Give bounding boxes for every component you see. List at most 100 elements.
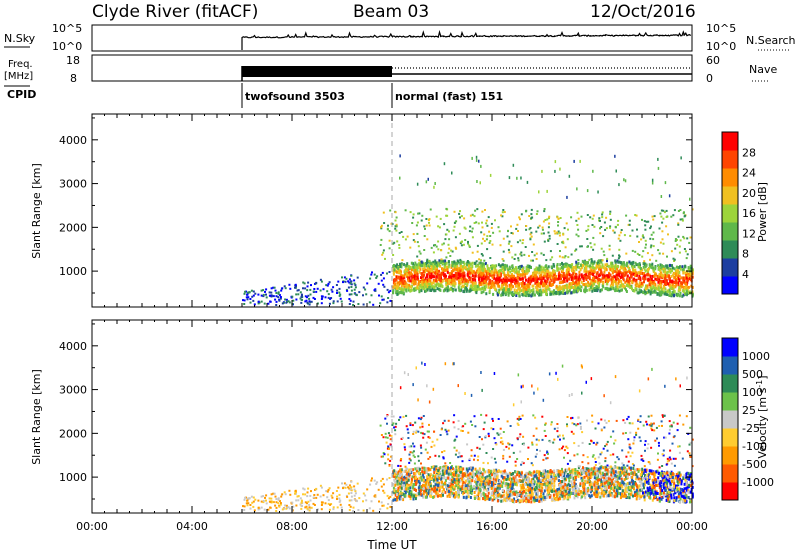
radar-cell: [327, 488, 330, 491]
radar-cell: [459, 216, 461, 219]
radar-cell: [478, 266, 481, 270]
radar-cell: [417, 280, 420, 284]
radar-cell: [638, 265, 641, 269]
radar-cell: [443, 276, 446, 280]
radar-cell: [550, 291, 553, 294]
radar-cell: [536, 210, 539, 213]
radar-cell: [530, 478, 533, 482]
radar-cell: [379, 302, 382, 305]
radar-cell: [589, 216, 592, 219]
radar-cell: [653, 281, 656, 284]
radar-cell: [568, 282, 571, 286]
radar-cell: [326, 490, 329, 493]
radar-cell: [463, 266, 466, 270]
radar-cell: [257, 508, 260, 511]
radar-cell: [622, 272, 625, 276]
radar-cell: [547, 231, 550, 234]
radar-cell: [380, 279, 383, 282]
radar-cell: [609, 226, 611, 229]
radar-cell: [483, 240, 486, 242]
radar-cell: [623, 270, 626, 274]
radar-cell: [424, 276, 427, 280]
radar-cell: [482, 480, 485, 484]
radar-cell: [563, 256, 566, 259]
radar-cell: [525, 225, 528, 227]
radar-cell: [652, 266, 654, 270]
radar-cell: [353, 279, 356, 282]
radar-cell: [426, 269, 429, 272]
radar-cell: [382, 483, 385, 486]
radar-cell: [668, 283, 671, 287]
radar-cell: [315, 496, 318, 499]
radar-cell: [675, 265, 678, 269]
radar-cell: [547, 226, 550, 229]
radar-cell: [480, 278, 483, 282]
radar-cell: [246, 504, 249, 507]
radar-cell: [512, 269, 515, 273]
radar-cell: [665, 216, 668, 218]
radar-cell: [691, 293, 694, 297]
radar-cell: [433, 289, 436, 293]
radar-cell: [492, 489, 495, 493]
radar-cell: [383, 222, 386, 224]
radar-cell: [529, 227, 532, 229]
radar-cell: [587, 261, 590, 265]
radar-cell: [509, 279, 512, 283]
radar-cell: [506, 288, 509, 292]
radar-cell: [425, 264, 428, 268]
radar-cell: [394, 225, 397, 228]
radar-cell: [393, 268, 396, 272]
radar-cell: [563, 265, 566, 268]
radar-cell: [500, 272, 503, 276]
radar-cell: [502, 259, 505, 262]
radar-cell: [420, 276, 422, 280]
radar-cell: [582, 282, 585, 286]
radar-cell: [349, 488, 352, 491]
radar-cell: [445, 471, 448, 475]
radar-cell: [319, 289, 322, 292]
radar-cell: [590, 269, 593, 272]
radar-cell: [514, 291, 517, 294]
radar-cell: [599, 495, 602, 499]
radar-cell: [381, 253, 384, 256]
radar-cell: [658, 267, 661, 271]
radar-cell: [665, 264, 668, 268]
radar-cell: [482, 262, 485, 266]
radar-cell: [279, 503, 282, 506]
radar-cell: [506, 271, 509, 275]
radar-cell: [383, 285, 386, 288]
radar-cell: [397, 275, 400, 279]
radar-cell: [631, 265, 634, 269]
radar-cell: [371, 271, 373, 274]
radar-cell: [313, 288, 316, 290]
radar-cell: [580, 264, 582, 267]
radar-cell: [649, 237, 652, 240]
radar-cell: [310, 506, 313, 509]
radar-cell: [246, 291, 249, 294]
radar-cell: [627, 223, 630, 226]
radar-cell: [350, 286, 353, 288]
radar-cell: [617, 257, 620, 260]
radar-cell: [387, 224, 389, 227]
radar-cell: [488, 273, 491, 276]
radar-cell: [622, 278, 625, 282]
radar-cell: [289, 493, 292, 496]
radar-cell: [682, 267, 685, 271]
radar-cell: [498, 288, 501, 292]
radar-cell: [471, 156, 473, 160]
radar-cell: [464, 278, 467, 282]
radar-cell: [265, 494, 268, 497]
radar-cell: [370, 500, 373, 503]
radar-cell: [522, 280, 524, 284]
radar-cell: [665, 209, 668, 212]
radar-cell: [691, 285, 694, 289]
radar-cell: [422, 473, 425, 477]
radar-cell: [306, 301, 309, 304]
radar-cell: [624, 268, 627, 272]
radar-cell: [413, 475, 416, 479]
radar-cell: [629, 488, 632, 492]
radar-cell: [455, 474, 458, 477]
radar-cell: [589, 270, 592, 274]
radar-cell: [392, 264, 395, 267]
radar-cell: [687, 272, 690, 276]
